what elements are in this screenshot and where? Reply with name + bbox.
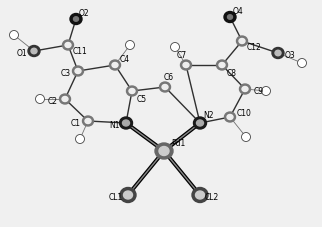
Circle shape [298, 59, 307, 68]
Ellipse shape [227, 115, 233, 120]
Ellipse shape [72, 67, 83, 77]
Circle shape [126, 41, 135, 50]
Ellipse shape [272, 48, 284, 59]
Ellipse shape [31, 49, 37, 54]
Ellipse shape [275, 51, 281, 57]
Circle shape [261, 87, 270, 96]
Ellipse shape [122, 121, 129, 126]
Ellipse shape [240, 85, 251, 95]
Text: C11: C11 [73, 47, 87, 56]
Ellipse shape [85, 119, 91, 124]
Text: O1: O1 [17, 49, 27, 58]
Ellipse shape [65, 43, 71, 48]
Text: C5: C5 [137, 95, 147, 104]
Ellipse shape [219, 63, 225, 68]
Text: C4: C4 [120, 55, 130, 64]
Ellipse shape [242, 87, 248, 92]
Text: CL1: CL1 [109, 193, 123, 202]
Ellipse shape [162, 85, 168, 90]
Text: C3: C3 [61, 69, 71, 78]
Ellipse shape [119, 118, 132, 129]
Ellipse shape [228, 16, 232, 20]
Text: C9: C9 [254, 87, 264, 96]
Ellipse shape [28, 46, 40, 57]
Text: C6: C6 [164, 73, 174, 82]
Ellipse shape [62, 41, 73, 51]
Ellipse shape [224, 12, 236, 23]
Circle shape [75, 135, 84, 144]
Ellipse shape [112, 63, 118, 68]
Text: C2: C2 [48, 97, 58, 106]
Ellipse shape [70, 15, 82, 25]
Text: C7: C7 [177, 51, 187, 60]
Ellipse shape [183, 63, 189, 68]
Ellipse shape [127, 87, 137, 96]
Ellipse shape [194, 118, 206, 129]
Ellipse shape [195, 191, 204, 199]
Ellipse shape [196, 121, 204, 126]
Ellipse shape [216, 61, 228, 71]
Ellipse shape [73, 18, 79, 22]
Text: N2: N2 [203, 111, 213, 120]
Ellipse shape [109, 61, 120, 71]
Text: C10: C10 [237, 109, 251, 118]
Ellipse shape [62, 97, 68, 102]
Text: CL2: CL2 [205, 193, 219, 202]
Text: N1: N1 [109, 121, 119, 130]
Text: C8: C8 [227, 69, 237, 78]
Ellipse shape [159, 83, 171, 93]
Ellipse shape [159, 147, 169, 156]
Text: O4: O4 [232, 7, 243, 16]
Ellipse shape [181, 61, 192, 71]
Ellipse shape [75, 69, 81, 74]
Ellipse shape [224, 113, 235, 122]
Circle shape [10, 31, 18, 40]
Ellipse shape [236, 37, 248, 47]
Text: C1: C1 [71, 119, 81, 128]
Text: O2: O2 [79, 10, 89, 18]
Ellipse shape [120, 188, 136, 203]
Circle shape [171, 43, 179, 52]
Circle shape [242, 133, 251, 142]
Ellipse shape [60, 95, 71, 105]
Circle shape [35, 95, 44, 104]
Text: C12: C12 [247, 43, 261, 52]
Text: Pd1: Pd1 [171, 139, 185, 148]
Ellipse shape [155, 143, 173, 159]
Ellipse shape [129, 89, 135, 94]
Text: O3: O3 [285, 51, 295, 60]
Ellipse shape [124, 191, 132, 199]
Ellipse shape [192, 188, 208, 203]
Ellipse shape [239, 39, 245, 44]
Ellipse shape [82, 116, 93, 126]
